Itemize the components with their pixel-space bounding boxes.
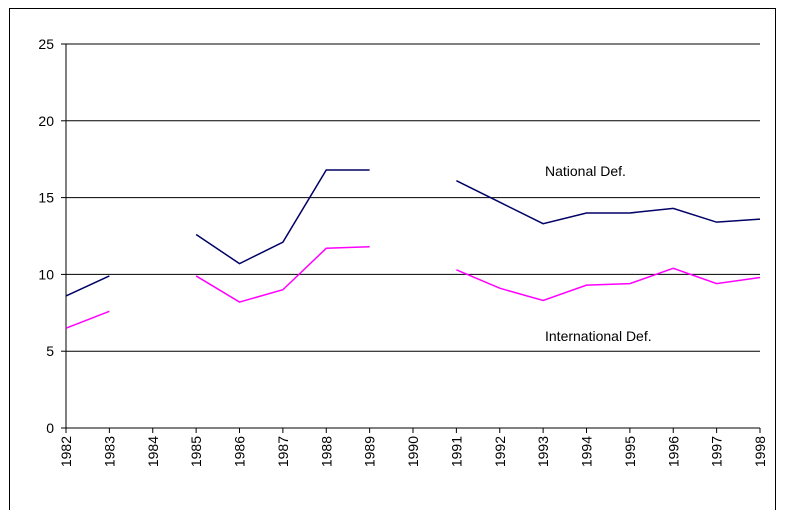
x-tick-label: 1987 bbox=[275, 436, 291, 467]
series-label: National Def. bbox=[545, 163, 626, 179]
y-tick-label: 20 bbox=[38, 113, 54, 129]
y-tick-label: 15 bbox=[38, 190, 54, 206]
x-tick-label: 1994 bbox=[579, 436, 595, 467]
chart-frame bbox=[9, 8, 776, 515]
y-tick-label: 25 bbox=[38, 36, 54, 52]
x-tick-label: 1996 bbox=[665, 436, 681, 467]
y-tick-label: 5 bbox=[46, 343, 54, 359]
series-line bbox=[65, 169, 761, 297]
x-tick-label: 1993 bbox=[535, 436, 551, 467]
series-label: International Def. bbox=[545, 328, 652, 344]
x-tick-label: 1992 bbox=[492, 436, 508, 467]
y-tick-label: 10 bbox=[38, 266, 54, 282]
x-tick-label: 1985 bbox=[188, 436, 204, 467]
y-tick-label: 0 bbox=[46, 420, 54, 436]
x-tick-label: 1984 bbox=[145, 436, 161, 467]
x-tick-label: 1989 bbox=[362, 436, 378, 467]
x-tick-label: 1997 bbox=[709, 436, 725, 467]
x-tick-label: 1983 bbox=[101, 436, 117, 467]
x-tick-label: 1990 bbox=[405, 436, 421, 467]
x-tick-label: 1998 bbox=[752, 436, 768, 467]
series-line bbox=[65, 246, 761, 329]
x-tick-label: 1988 bbox=[318, 436, 334, 467]
x-tick-label: 1982 bbox=[58, 436, 74, 467]
x-tick-label: 1986 bbox=[232, 436, 248, 467]
x-tick-label: 1995 bbox=[622, 436, 638, 467]
x-tick-label: 1991 bbox=[448, 436, 464, 467]
